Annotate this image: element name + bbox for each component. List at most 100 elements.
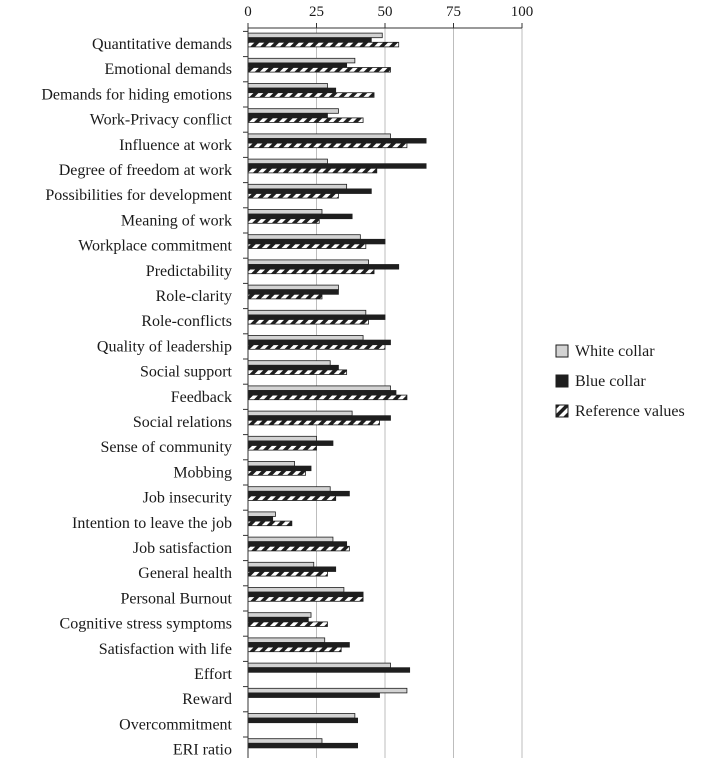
legend: White collar Blue collar Reference values: [555, 343, 685, 420]
bar-blue-collar: [247, 591, 364, 598]
bar-blue-collar: [247, 717, 358, 724]
bar-white-collar: [247, 536, 334, 543]
legend-label: Blue collar: [575, 373, 646, 390]
bar-blue-collar: [247, 87, 337, 94]
bar-white-collar: [247, 637, 326, 643]
bar-blue-collar: [247, 490, 350, 497]
category-label: Workplace commitment: [78, 238, 232, 255]
bar-blue-collar: [247, 238, 386, 245]
category-label: Possibilities for development: [45, 187, 232, 204]
category-label: Predictability: [146, 263, 232, 280]
bar-blue-collar: [247, 516, 274, 522]
bar-reference-values: [247, 394, 408, 401]
bar-blue-collar: [247, 213, 353, 220]
bar-white-collar: [247, 435, 317, 442]
bar-white-collar: [247, 385, 391, 391]
bar-white-collar: [247, 335, 364, 341]
bar-white-collar: [247, 687, 408, 694]
bar-blue-collar: [247, 415, 391, 421]
bar-blue-collar: [247, 364, 339, 371]
category-label: Social support: [140, 364, 233, 381]
category-label: Degree of freedom at work: [59, 162, 232, 179]
bar-blue-collar: [247, 566, 337, 572]
category-label: Satisfaction with life: [99, 641, 232, 658]
category-label: Effort: [194, 666, 232, 683]
bar-white-collar: [247, 259, 369, 265]
bar-white-collar: [247, 158, 328, 165]
bar-reference-values: [247, 344, 386, 350]
category-label: Mobbing: [173, 464, 232, 481]
category-label: Feedback: [171, 389, 232, 406]
bar-white-collar: [247, 511, 276, 517]
bar-white-collar: [247, 486, 331, 492]
bar-reference-values: [247, 495, 337, 501]
bar-reference-values: [247, 142, 408, 149]
axes: 0 25 50 75 100 Quantitative demands Emotional …: [41, 4, 533, 759]
bar-white-collar: [247, 612, 312, 618]
category-label: Meaning of work: [121, 212, 232, 229]
bar-white-collar: [247, 738, 323, 744]
bar-reference-values: [247, 268, 375, 275]
bar-blue-collar: [247, 138, 427, 144]
bar-white-collar: [247, 360, 331, 366]
bar-reference-values: [247, 193, 339, 199]
bar-blue-collar: [247, 112, 328, 119]
bar-reference-values: [247, 470, 306, 476]
legend-swatch-blue-collar: [555, 374, 569, 388]
bar-white-collar: [247, 209, 323, 215]
bar-reference-values: [247, 117, 364, 123]
bar-blue-collar: [247, 541, 348, 547]
bar-reference-values: [247, 369, 348, 375]
bar-white-collar: [247, 57, 356, 64]
bar-reference-values: [247, 243, 367, 249]
bar-reference-values: [247, 596, 364, 602]
bar-reference-values: [247, 571, 328, 577]
bar-white-collar: [247, 309, 367, 316]
legend-swatch-reference-values: [555, 404, 569, 418]
bar-reference-values: [247, 167, 378, 174]
bar-reference-values: [247, 319, 369, 325]
bar-white-collar: [247, 561, 315, 568]
bar-blue-collar: [247, 692, 380, 698]
x-tick-label: 100: [511, 4, 534, 20]
bar-blue-collar: [247, 163, 427, 169]
bar-reference-values: [247, 621, 328, 627]
category-label: Role-conflicts: [141, 313, 232, 330]
bar-white-collar: [247, 133, 391, 139]
category-label: Demands for hiding emotions: [41, 86, 232, 103]
legend-label: White collar: [575, 343, 655, 360]
bar-white-collar: [247, 713, 356, 719]
bar-blue-collar: [247, 667, 411, 673]
x-tick-label: 75: [446, 4, 461, 20]
legend-label: Reference values: [575, 403, 685, 420]
category-label: Job insecurity: [143, 490, 232, 507]
category-label: Cognitive stress symptoms: [60, 616, 232, 633]
bar-blue-collar: [247, 188, 372, 194]
bar-white-collar: [247, 83, 328, 89]
category-label: Emotional demands: [104, 61, 232, 78]
category-label: General health: [138, 565, 232, 582]
bar-white-collar: [247, 32, 383, 39]
category-label: ERI ratio: [173, 742, 232, 759]
x-tick-label: 50: [378, 4, 393, 20]
bar-reference-values: [247, 67, 391, 73]
bar-white-collar: [247, 234, 361, 240]
bar-reference-values: [247, 41, 400, 48]
bar-white-collar: [247, 108, 339, 114]
category-label: Quantitative demands: [92, 36, 232, 53]
bar-white-collar: [247, 410, 353, 417]
bar-blue-collar: [247, 339, 391, 346]
category-label: Work-Privacy conflict: [90, 112, 233, 129]
bar-blue-collar: [247, 37, 372, 43]
bar-white-collar: [247, 183, 348, 190]
category-label: Role-clarity: [156, 288, 232, 305]
bar-blue-collar: [247, 465, 312, 472]
bar-reference-values: [247, 445, 317, 451]
bar-reference-values: [247, 545, 350, 552]
category-label: Quality of leadership: [97, 338, 232, 355]
bar-blue-collar: [247, 440, 334, 446]
bar-blue-collar: [247, 62, 348, 68]
bar-white-collar: [247, 587, 345, 593]
